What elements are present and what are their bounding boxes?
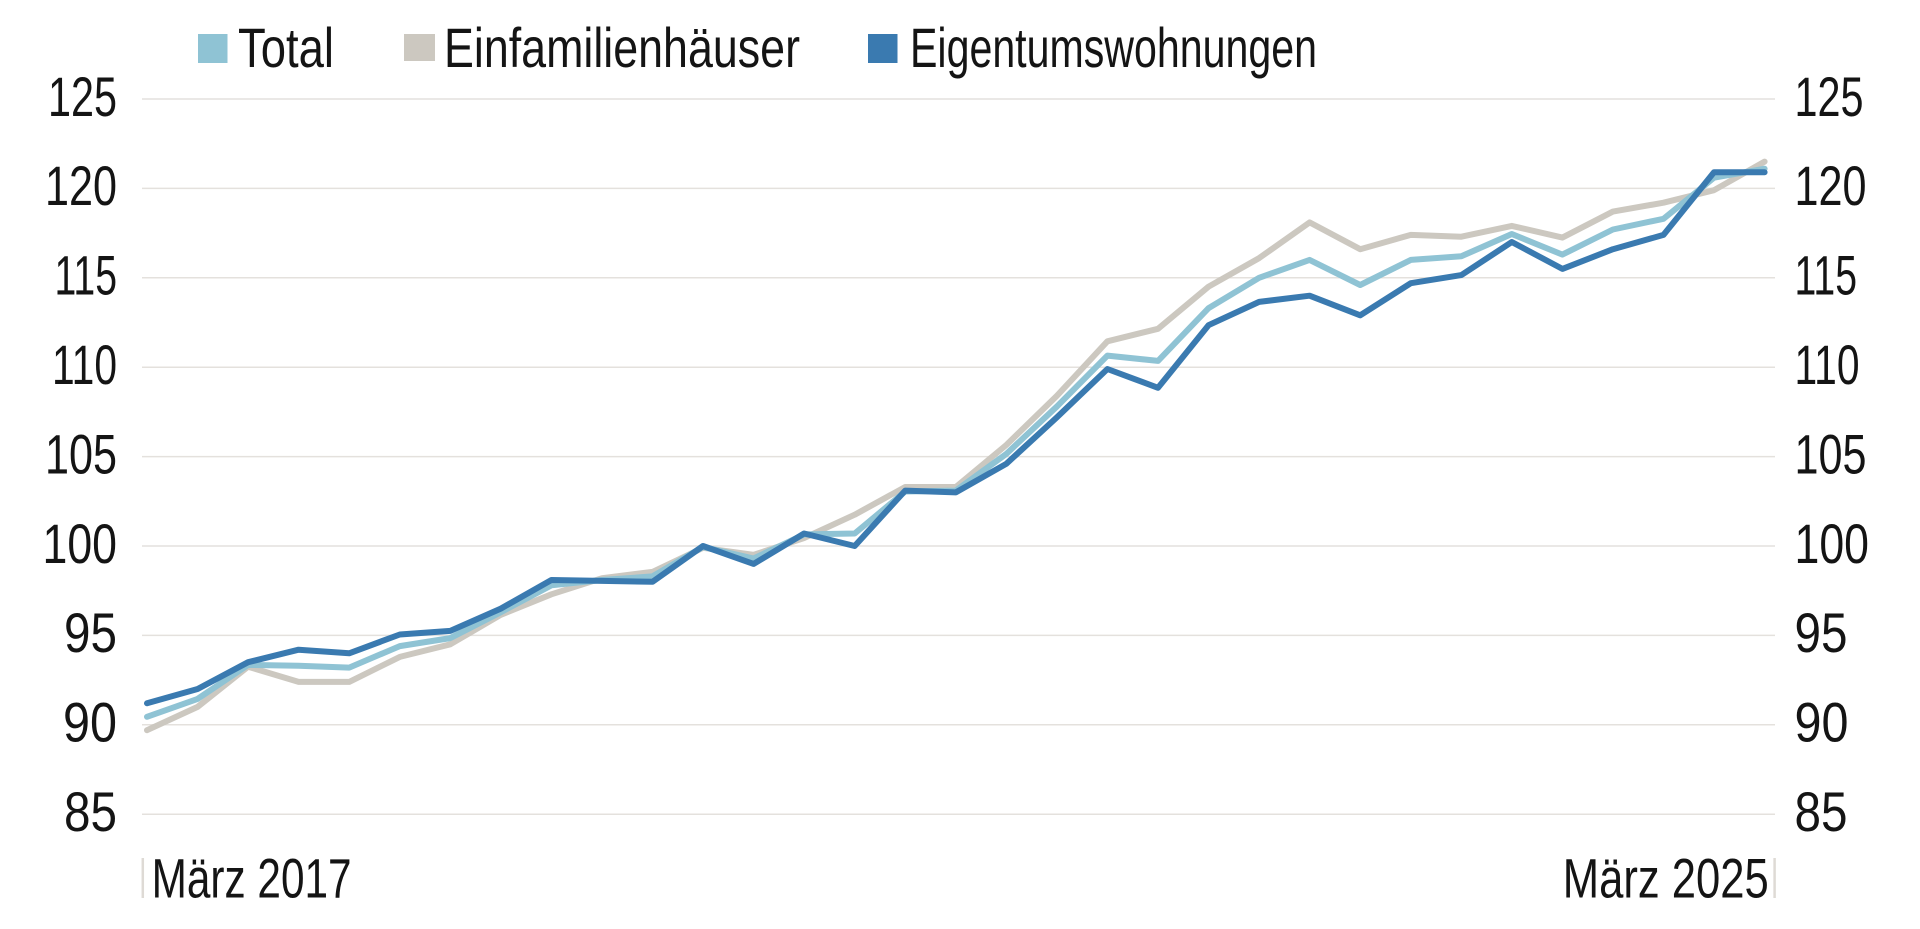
svg-text:Eigentumswohnungen: Eigentumswohnungen <box>910 16 1317 79</box>
svg-text:110: 110 <box>52 333 117 396</box>
svg-text:100: 100 <box>1795 512 1870 575</box>
svg-text:110: 110 <box>1795 333 1860 396</box>
svg-text:Total: Total <box>238 16 334 79</box>
svg-text:85: 85 <box>1795 780 1848 843</box>
svg-text:95: 95 <box>64 601 117 664</box>
svg-text:115: 115 <box>1795 244 1858 307</box>
svg-text:März 2025: März 2025 <box>1563 846 1769 909</box>
svg-text:90: 90 <box>1795 691 1849 754</box>
svg-text:Einfamilienhäuser: Einfamilienhäuser <box>444 16 800 79</box>
svg-text:85: 85 <box>64 780 117 843</box>
svg-text:95: 95 <box>1795 601 1848 664</box>
svg-text:115: 115 <box>55 244 118 307</box>
svg-text:100: 100 <box>43 512 118 575</box>
svg-text:105: 105 <box>1795 422 1867 485</box>
svg-text:120: 120 <box>1795 154 1867 217</box>
svg-text:90: 90 <box>63 691 117 754</box>
svg-text:März 2017: März 2017 <box>152 846 352 909</box>
svg-text:125: 125 <box>48 65 117 128</box>
svg-text:105: 105 <box>45 422 117 485</box>
svg-text:120: 120 <box>45 154 117 217</box>
svg-text:125: 125 <box>1795 65 1864 128</box>
